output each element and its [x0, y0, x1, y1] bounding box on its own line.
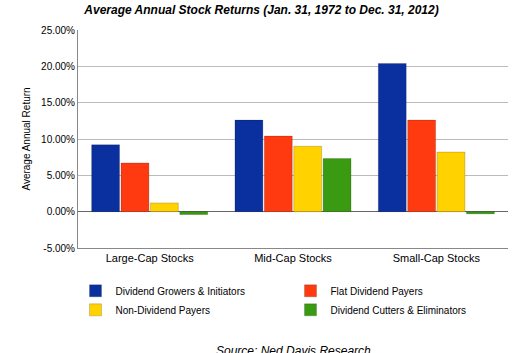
- svg-text:15.00%: 15.00%: [41, 97, 75, 108]
- svg-text:Flat Dividend Payers: Flat Dividend Payers: [331, 286, 423, 297]
- svg-text:Small-Cap Stocks: Small-Cap Stocks: [393, 252, 481, 264]
- svg-text:Dividend Growers & Initiators: Dividend Growers & Initiators: [116, 286, 246, 297]
- svg-text:Average Annual Stock Returns (: Average Annual Stock Returns (Jan. 31, 1…: [83, 3, 438, 17]
- svg-text:Mid-Cap Stocks: Mid-Cap Stocks: [254, 252, 332, 264]
- svg-text:Average Annual Return: Average Annual Return: [21, 87, 32, 190]
- svg-text:Source: Ned Davis Research: Source: Ned Davis Research: [216, 344, 371, 353]
- svg-text:20.00%: 20.00%: [41, 61, 75, 72]
- svg-text:5.00%: 5.00%: [47, 170, 75, 181]
- svg-text:Dividend Cutters & Eliminators: Dividend Cutters & Eliminators: [331, 305, 467, 316]
- svg-text:Non-Dividend Payers: Non-Dividend Payers: [116, 305, 211, 316]
- svg-text:10.00%: 10.00%: [41, 134, 75, 145]
- svg-text:-5.00%: -5.00%: [43, 243, 75, 254]
- svg-text:Large-Cap Stocks: Large-Cap Stocks: [106, 252, 195, 264]
- svg-text:25.00%: 25.00%: [41, 25, 75, 36]
- svg-text:0.00%: 0.00%: [47, 206, 75, 217]
